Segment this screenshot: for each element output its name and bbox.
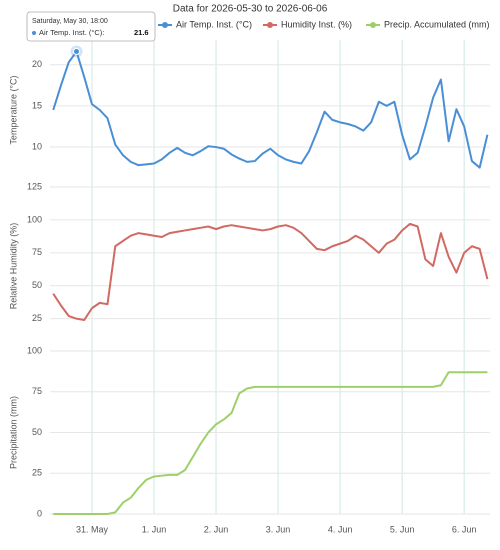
y-axis-title: Temperature (°C) (8, 75, 18, 144)
series-line (52, 222, 489, 321)
y-tick-label: 0 (37, 508, 42, 518)
x-tick-label: 3. Jun (266, 524, 291, 534)
y-tick-label: 50 (32, 280, 42, 290)
y-tick-label: 15 (32, 100, 42, 110)
x-tick-label: 5. Jun (390, 524, 415, 534)
legend-marker (162, 22, 168, 28)
legend-marker (370, 22, 376, 28)
x-tick-label: 1. Jun (142, 524, 167, 534)
y-tick-label: 20 (32, 59, 42, 69)
y-tick-label: 25 (32, 313, 42, 323)
y-tick-label: 100 (27, 345, 42, 355)
legend-marker (267, 22, 273, 28)
tooltip-box (26, 11, 156, 42)
tooltip-label: Air Temp. Inst. (°C): (39, 28, 104, 37)
x-tick-label: 4. Jun (328, 524, 353, 534)
tooltip-header: Saturday, May 30, 18:00 (32, 18, 108, 25)
y-tick-label: 75 (32, 386, 42, 396)
series-line (53, 371, 488, 515)
y-tick-label: 50 (32, 427, 42, 437)
y-axis-title: Precipitation (mm) (8, 396, 18, 469)
x-tick-label: 6. Jun (452, 524, 477, 534)
y-tick-label: 75 (32, 247, 42, 257)
y-tick-label: 100 (27, 214, 42, 224)
y-tick-label: 10 (32, 141, 42, 151)
tooltip-value: 21.6 (134, 28, 149, 37)
legend-label: Air Temp. Inst. (°C) (176, 19, 252, 29)
y-tick-label: 125 (27, 181, 42, 191)
tooltip-dot (32, 31, 36, 35)
highlight-point (72, 48, 80, 56)
legend-label: Humidity Inst. (%) (281, 19, 352, 29)
x-tick-label: 31. May (76, 524, 109, 534)
tooltip: Saturday, May 30, 18:00 Air Temp. Inst. … (26, 11, 156, 42)
chart-title: Data for 2026-05-30 to 2026-06-06 (173, 4, 328, 15)
legend-label: Precip. Accumulated (mm) (384, 19, 490, 29)
y-tick-label: 25 (32, 468, 42, 478)
y-axis-title: Relative Humidity (%) (8, 223, 18, 310)
series-line (52, 50, 489, 169)
x-tick-label: 2. Jun (204, 524, 229, 534)
